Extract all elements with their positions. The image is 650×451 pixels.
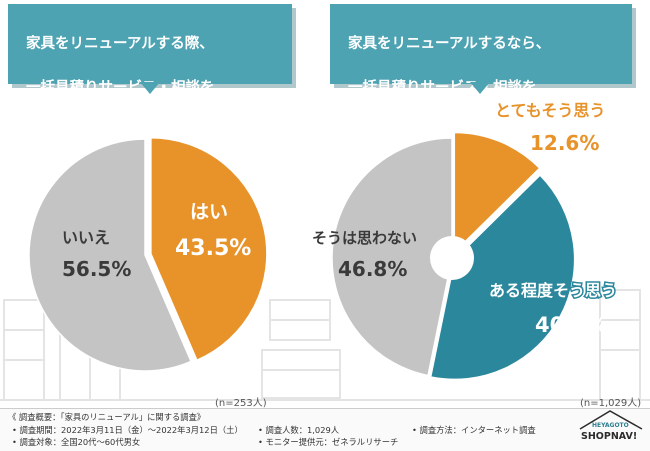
right-strongly-agree-percent: 12.6% [530,131,599,155]
left-yes-percent: 43.5% [175,236,251,261]
survey-footer: 《 調査概要：「家具のリニューアル」に関する調査》 • 調査期間：2022年3月… [0,408,650,451]
question-left-line-3: 利用しましたか？ [26,124,142,140]
survey-overview: 《 調査概要：「家具のリニューアル」に関する調査》 [8,412,206,422]
right-sample-size: (n=1,029人) [580,398,642,409]
right-pie-slice-2 [429,174,576,381]
right-pie-slice-3 [331,137,453,377]
right-pie-slice-1 [453,131,541,255]
right-strongly-agree-label: とてもそう思う [495,101,605,120]
question-left-line-1: 家具をリニューアルする際、 [26,36,214,52]
question-right-line-1: 家具をリニューアルするなら、 [348,36,551,52]
shopnavi-logo: HEYAGOTO SHOPNAV! [576,409,646,447]
left-no-percent: 56.5% [62,257,131,281]
right-somewhat-agree-label: ある程度そう思う [489,281,617,300]
survey-count: • 調査人数：1,029人 [258,425,340,435]
left-no-label: いいえ [62,228,110,247]
right-disagree-label: そうは思わない [312,229,417,247]
survey-target: • 調査対象：全国20代〜60代男女 [12,437,141,447]
left-pie-slice-1 [150,137,268,362]
left-sample-size: (n=253人) [215,398,267,409]
right-somewhat-agree-percent: 40.6% [535,313,608,337]
pie-chart-left [28,137,268,372]
left-pie-slice-2 [28,138,193,372]
survey-period: • 調査期間：2022年3月11日（金）〜2022年3月12日（土） [12,425,243,435]
logo-text: SHOPNAV! [581,431,638,442]
question-right-tail [470,82,490,94]
survey-method: • 調査方法：インターネット調査 [412,425,536,435]
house-roof-icon [579,410,643,430]
question-left-box: 家具をリニューアルする際、 一括見積りサービス・相談を 利用しましたか？ [8,4,292,140]
right-pie-center-hole [430,236,474,280]
left-yes-label: はい [190,201,228,223]
right-disagree-percent: 46.8% [338,257,407,281]
pie-chart-right [331,131,576,381]
logo-subtext: HEYAGOTO [592,422,629,429]
question-left-line-2: 一括見積りサービス・相談を [26,80,215,96]
question-left-tail [140,82,160,94]
survey-provider: • モニター提供元：ゼネラルリサーチ [258,437,399,447]
